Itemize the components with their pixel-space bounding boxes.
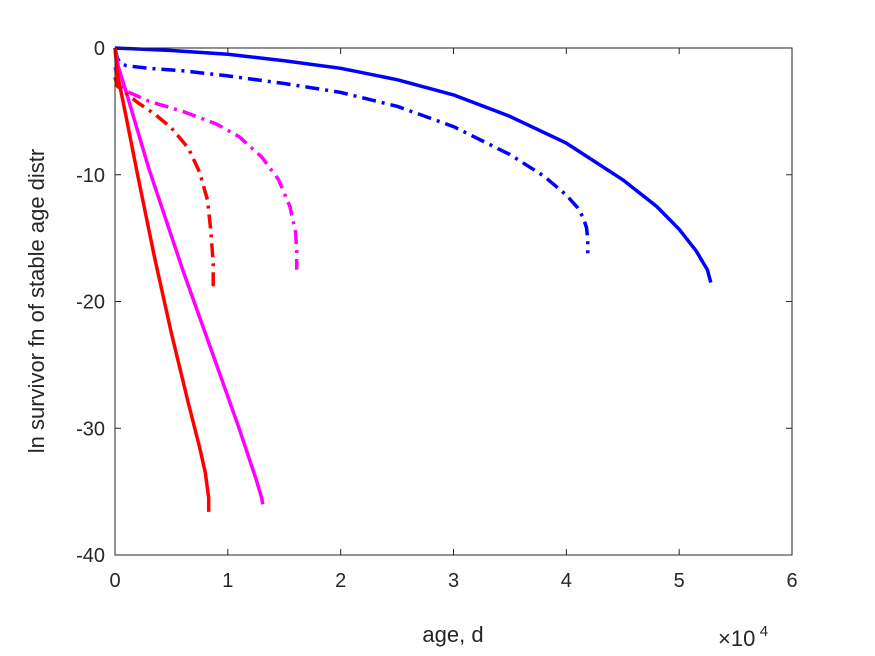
x-tick-label: 1 — [222, 570, 233, 592]
x-tick-label: 3 — [448, 570, 459, 592]
series-layer — [113, 46, 713, 512]
x-exponent-base: ×10 — [718, 626, 755, 651]
x-tick-label: 6 — [786, 570, 797, 592]
y-tick-label: -20 — [76, 292, 105, 314]
y-tick-label: -30 — [76, 418, 105, 440]
y-axis-label: ln survivor fn of stable age distr — [24, 149, 49, 453]
x-tick-label: 2 — [335, 570, 346, 592]
tick-layer: 0 1 2 3 4 5 6 0 -10 -20 -30 -40 — [76, 38, 797, 592]
x-axis-label: age, d — [422, 622, 483, 647]
x-tick-label: 5 — [674, 570, 685, 592]
series-line-2 — [113, 47, 590, 254]
series-line-3 — [113, 47, 265, 505]
x-tick-label: 0 — [109, 570, 120, 592]
y-tick-label: -40 — [76, 545, 105, 567]
x-tick-label: 4 — [561, 570, 572, 592]
y-tick-label: 0 — [94, 38, 105, 60]
series-line-4 — [113, 66, 299, 270]
series-line-5 — [113, 47, 211, 512]
series-line-1 — [114, 46, 713, 283]
plot-area — [115, 48, 792, 555]
x-exponent-label: ×10 4 — [718, 623, 768, 651]
x-exponent-power: 4 — [760, 623, 768, 640]
y-tick-label: -10 — [76, 165, 105, 187]
series-line-6 — [113, 76, 215, 289]
